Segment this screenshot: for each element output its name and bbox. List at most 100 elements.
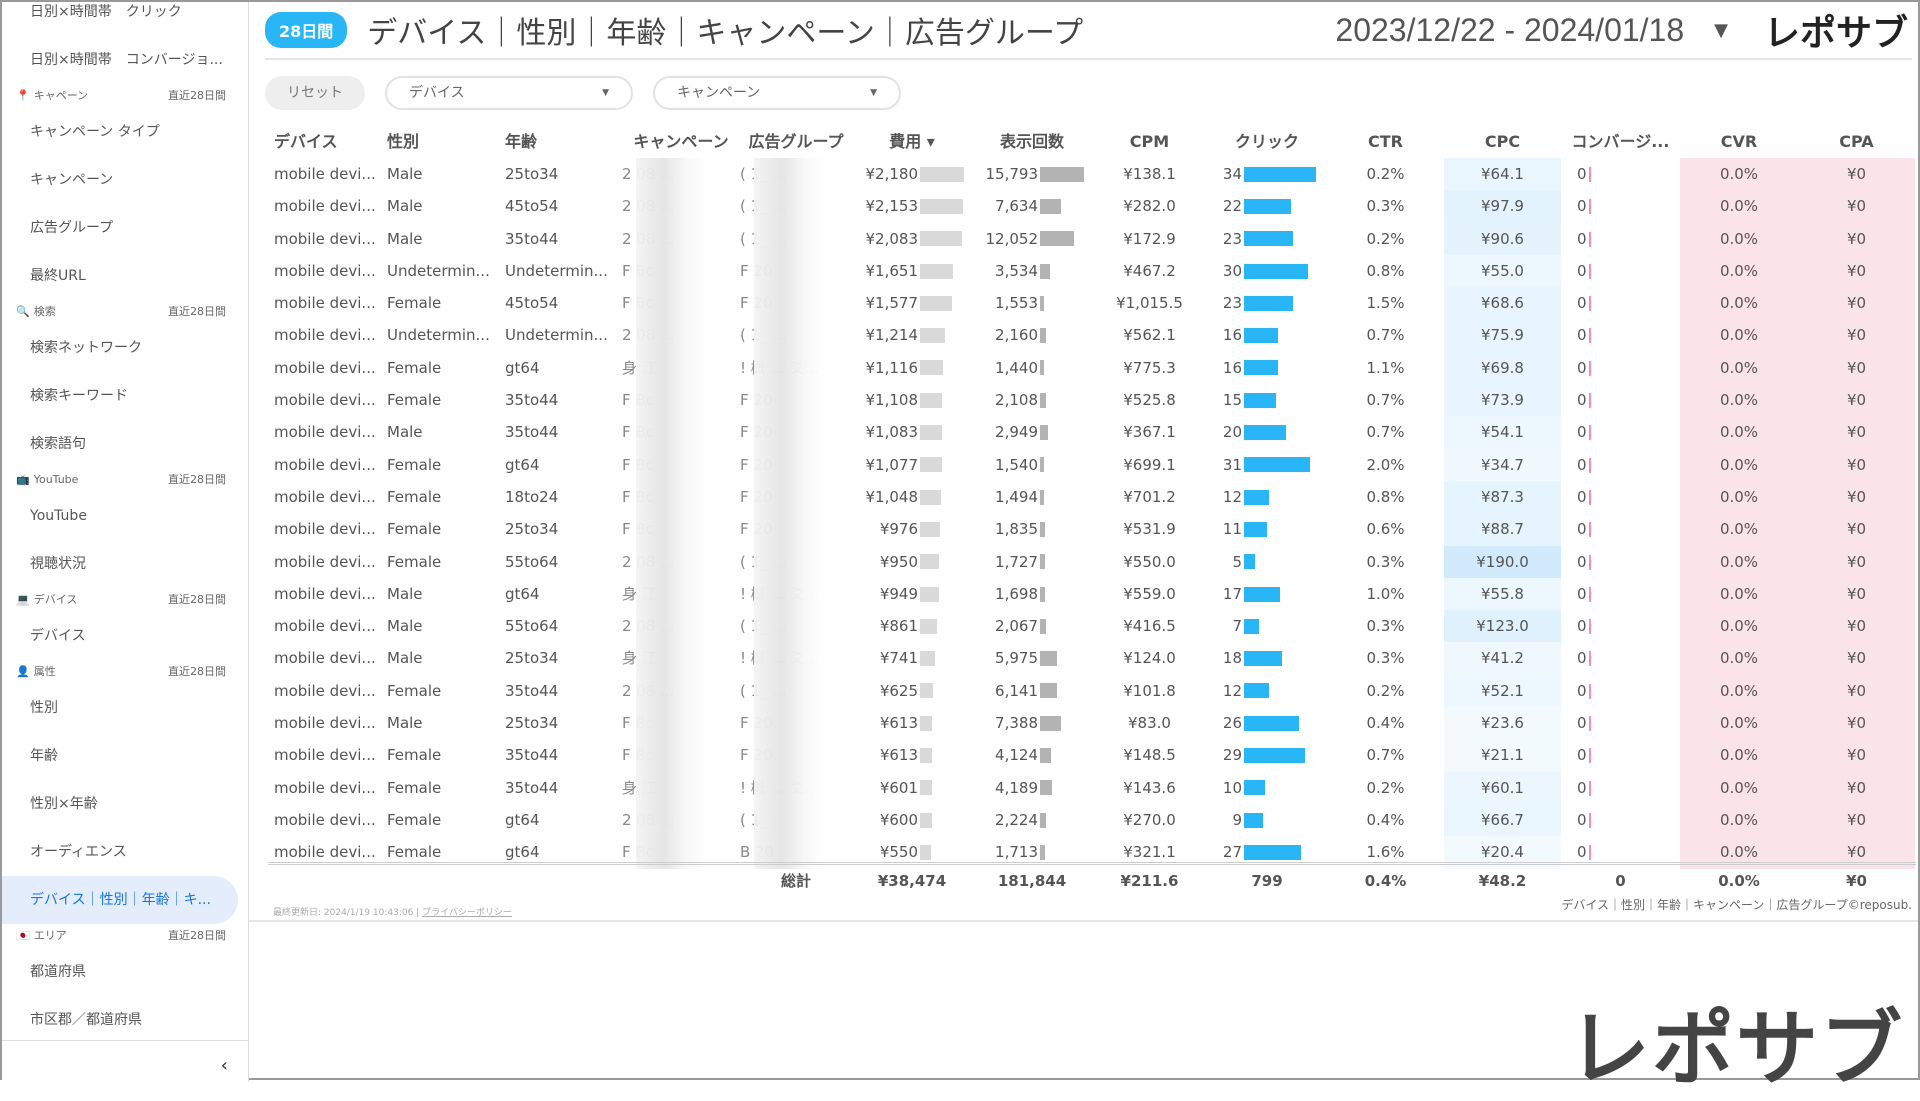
- cpm-cell: ¥531.9: [1123, 520, 1176, 539]
- device-cell: mobile devi...: [274, 778, 376, 797]
- column-header[interactable]: CPM: [1129, 132, 1170, 151]
- table-row[interactable]: mobile devi... Male 25to34 2 08 ...( 1_ ...…: [268, 158, 1916, 191]
- column-header[interactable]: 表示回数: [999, 132, 1064, 151]
- table-row[interactable]: mobile devi... Female 25to34 F Bc F 20 ¥976 1,…: [268, 513, 1916, 546]
- cpc-cell: ¥64.1: [1444, 158, 1561, 191]
- impressions-cell-value: 2,160: [995, 326, 1038, 345]
- table-row[interactable]: mobile devi... Female 45to54 F Bc F 20 ¥1,577…: [268, 287, 1916, 320]
- column-header[interactable]: コンバージ...: [1571, 132, 1670, 151]
- adgroup-cell: F 20: [740, 739, 852, 772]
- table-row[interactable]: mobile devi... Male 25to34 F Bc F 20 ¥613 7,38…: [268, 707, 1916, 740]
- column-header[interactable]: デバイス: [274, 132, 338, 151]
- gender-cell: Female: [387, 843, 442, 862]
- cpc-cell: ¥68.6: [1444, 287, 1561, 320]
- age-cell: gt64: [505, 358, 540, 377]
- sidebar-item[interactable]: 検索語句: [30, 436, 86, 452]
- clicks-cell-value: 31: [1222, 455, 1242, 474]
- sidebar-item[interactable]: 年齢: [30, 748, 58, 764]
- cost-cell-bar: [920, 812, 933, 828]
- table-row[interactable]: mobile devi... Male 45to54 2 08 ...( 1_ ...…: [268, 190, 1916, 223]
- table-row[interactable]: mobile devi... Male gt64 身 江! 概 ... 爻... ¥94…: [268, 577, 1916, 611]
- campaign-cell: 2 08 ...: [622, 674, 740, 708]
- impressions-cell: 1,698: [972, 578, 1092, 610]
- caret-down-icon[interactable]: ▼: [1714, 19, 1728, 41]
- sidebar-item[interactable]: 視聴状況: [30, 556, 86, 572]
- cost-cell-bar: [920, 618, 938, 634]
- privacy-policy-link[interactable]: プライバシーポリシー: [422, 908, 512, 918]
- reset-button[interactable]: リセット: [265, 76, 365, 110]
- conversions-cell: 0: [1561, 190, 1680, 222]
- table-row[interactable]: mobile devi... Undetermin... Undetermin...…: [268, 254, 1916, 288]
- table-row[interactable]: mobile devi... Female 35to44 F Bc F 20 ¥613 4,…: [268, 739, 1916, 772]
- conversions-bar: [1588, 522, 1591, 538]
- cost-cell: ¥949: [852, 578, 972, 610]
- gender-cell: Undetermin...: [387, 326, 490, 345]
- cpc-cell: ¥90.6: [1444, 222, 1561, 255]
- table-row[interactable]: mobile devi... Undetermin... Undetermin...…: [268, 319, 1916, 352]
- collapse-sidebar-button[interactable]: ‹: [220, 1055, 228, 1076]
- section-period: 直近28日間: [168, 89, 226, 102]
- conversions-bar: [1588, 651, 1591, 667]
- column-header[interactable]: 広告グループ: [748, 132, 844, 151]
- cost-cell: ¥600: [852, 804, 972, 836]
- conversions-bar: [1588, 393, 1591, 409]
- sidebar-item[interactable]: 都道府県: [30, 964, 86, 980]
- column-header[interactable]: CPC: [1484, 132, 1521, 151]
- campaign-filter-dropdown[interactable]: キャンペーン ▼: [653, 76, 901, 110]
- date-range-picker[interactable]: 2023/12/22 - 2024/01/18: [1335, 11, 1685, 48]
- table-row[interactable]: mobile devi... Female 18to24 F Bc F 20 ¥1,048…: [268, 480, 1916, 514]
- impressions-cell: 2,160: [972, 319, 1092, 351]
- table-row[interactable]: mobile devi... Male 25to34 身 江! 概 ... 爻... ¥…: [268, 642, 1916, 675]
- sidebar-item[interactable]: 日別×時間帯 コンバージョ...: [30, 52, 223, 68]
- sidebar-item[interactable]: デバイス: [30, 628, 86, 644]
- table-row[interactable]: mobile devi... Female gt64 F Bc F 20 ¥1,077 1,…: [268, 448, 1916, 481]
- column-header[interactable]: CPA: [1839, 132, 1874, 151]
- sidebar-item[interactable]: デバイス｜性別｜年齢｜キ...: [2, 876, 238, 924]
- column-header[interactable]: 年齢: [505, 132, 538, 151]
- conversions-cell: 0: [1561, 610, 1680, 642]
- column-header[interactable]: CVR: [1720, 132, 1758, 151]
- table-row[interactable]: mobile devi... Female gt64 身 江! 概 ... 爻... ¥…: [268, 351, 1916, 385]
- cpc-cell: ¥190.0: [1444, 545, 1561, 578]
- table-row[interactable]: mobile devi... Female 35to44 身 江! 概 ... 爻..…: [268, 771, 1916, 804]
- sidebar-item[interactable]: 最終URL: [30, 268, 86, 284]
- section-period: 直近28日間: [168, 929, 226, 942]
- column-header[interactable]: CTR: [1368, 132, 1403, 151]
- table-row[interactable]: mobile devi... Female 35to44 2 08 ...( 1_ .…: [268, 674, 1916, 708]
- table-row[interactable]: mobile devi... Female 55to64 2 08 ...( 1_ .…: [268, 545, 1916, 578]
- table-row[interactable]: mobile devi... Female gt64 2 08 ...( 1_ ...…: [268, 803, 1916, 837]
- sidebar-item[interactable]: 日別×時間帯 クリック: [30, 4, 182, 20]
- table-row[interactable]: mobile devi... Male 55to64 2 08 ...( 1_ ...…: [268, 610, 1916, 643]
- impressions-cell: 12,052: [972, 223, 1092, 255]
- ctr-cell: 1.5%: [1366, 294, 1405, 313]
- sidebar-item[interactable]: 広告グループ: [30, 220, 114, 236]
- sidebar-item[interactable]: オーディエンス: [30, 844, 127, 860]
- device-filter-dropdown[interactable]: デバイス ▼: [385, 76, 633, 110]
- sidebar-item[interactable]: 性別×年齢: [30, 796, 98, 812]
- table-row[interactable]: mobile devi... Female 35to44 F Bc F 20 ¥1,108…: [268, 384, 1916, 417]
- ctr-cell: 0.8%: [1366, 487, 1405, 506]
- device-cell: mobile devi...: [274, 617, 376, 636]
- sidebar-item[interactable]: 市区郡／都道府県: [30, 1012, 142, 1028]
- campaign-cell: 2 08 ...: [622, 190, 740, 223]
- cost-cell-bar: [920, 360, 943, 376]
- column-header[interactable]: 費用 ▾: [889, 132, 935, 151]
- sidebar-item[interactable]: キャンペーン: [30, 172, 114, 188]
- column-header[interactable]: 性別: [387, 132, 420, 151]
- column-header[interactable]: クリック: [1234, 132, 1299, 151]
- conversions-bar: [1588, 489, 1591, 505]
- section-label: 🔍 検索: [16, 300, 56, 324]
- sidebar-item[interactable]: 性別: [30, 700, 58, 716]
- column-header[interactable]: キャンペーン: [633, 132, 729, 151]
- clicks-cell-value: 9: [1232, 810, 1242, 829]
- cost-cell-value: ¥1,651: [865, 261, 919, 280]
- sidebar-item[interactable]: 検索ネットワーク: [30, 340, 142, 356]
- sidebar-item[interactable]: 検索キーワード: [30, 388, 128, 404]
- sidebar-item[interactable]: キャンペーン タイプ: [30, 124, 160, 140]
- sidebar-item[interactable]: YouTube: [30, 508, 87, 524]
- age-cell: 25to34: [505, 520, 559, 539]
- impressions-cell: 1,713: [972, 836, 1092, 868]
- conversions-cell: 0: [1561, 158, 1680, 190]
- table-row[interactable]: mobile devi... Male 35to44 2 08 ...( 1_ ...…: [268, 222, 1916, 255]
- table-row[interactable]: mobile devi... Male 35to44 F Bc F 20 ¥1,083 2,…: [268, 416, 1916, 449]
